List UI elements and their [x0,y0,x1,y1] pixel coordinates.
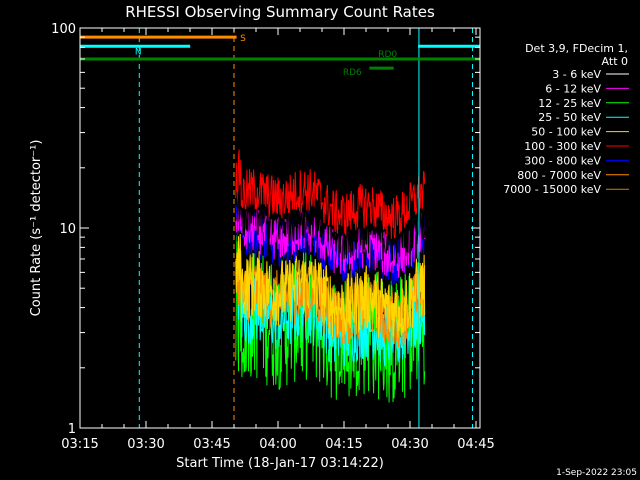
y-tick-label: 100 [51,22,76,37]
x-tick-label: 04:45 [457,437,494,452]
annotation-rd6: RD6 [343,68,362,78]
x-tick-label: 04:30 [391,437,428,452]
legend-header-line: Att 0 [602,55,628,68]
chart-title: RHESSI Observing Summary Count Rates [125,3,435,21]
data-layer [235,149,426,403]
legend-entry-label: 300 - 800 keV [524,154,601,167]
legend-header-line: Det 3,9, FDecim 1, [525,42,628,55]
series-100-300kev-line [235,149,426,239]
x-tick-label: 04:00 [259,437,296,452]
x-tick-label: 03:45 [193,437,230,452]
legend-entry-label: 25 - 50 keV [538,111,601,124]
legend-entry-label: 7000 - 15000 keV [503,183,601,196]
legend-entry-label: 50 - 100 keV [531,126,601,139]
y-axis-label: Count Rate (s⁻¹ detector⁻¹) [29,140,44,317]
series-12-25kev-line [235,235,426,403]
axis-layer: 03:15 03:30 03:45 04:00 04:15 04:30 04:45 1 10 10… [51,22,495,452]
annotation-rd0: RD0 [378,50,397,60]
x-tick-label: 03:30 [127,437,164,452]
legend-entry-label: 3 - 6 keV [552,68,601,81]
y-tick-label: 10 [59,222,76,237]
y-tick-label: 1 [68,422,76,437]
footer-timestamp: 1-Sep-2022 23:05 [556,468,637,478]
x-axis-label: Start Time (18-Jan-17 03:14:22) [176,456,384,471]
legend-entry-label: 12 - 25 keV [538,97,601,110]
legend-entry-label: 800 - 7000 keV [517,169,601,182]
annotation-s: S [240,34,246,44]
series-50-100kev-line [235,233,426,345]
legend-entry-label: 6 - 12 keV [545,82,601,95]
legend-entry-label: 100 - 300 keV [524,140,601,153]
annotation-n: N [135,47,142,57]
x-tick-label: 04:15 [325,437,362,452]
x-tick-label: 03:15 [61,437,98,452]
